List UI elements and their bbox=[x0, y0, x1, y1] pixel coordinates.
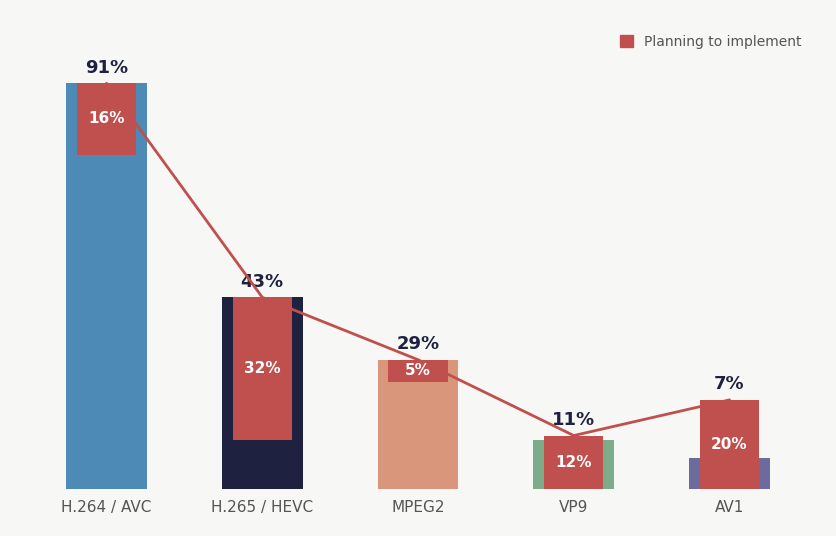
Legend: Planning to implement: Planning to implement bbox=[614, 28, 808, 56]
Bar bbox=[77, 83, 136, 154]
Text: 11%: 11% bbox=[553, 411, 595, 429]
Text: 20%: 20% bbox=[711, 437, 748, 452]
Text: 29%: 29% bbox=[396, 335, 440, 353]
Bar bbox=[232, 297, 292, 440]
Bar bbox=[378, 360, 458, 489]
Text: 7%: 7% bbox=[714, 375, 745, 393]
Bar bbox=[689, 458, 770, 489]
Text: 43%: 43% bbox=[241, 273, 283, 291]
Text: 5%: 5% bbox=[405, 363, 431, 378]
Bar bbox=[700, 400, 759, 489]
Bar bbox=[222, 297, 303, 489]
Text: 32%: 32% bbox=[244, 361, 281, 376]
Bar bbox=[533, 440, 614, 489]
Text: 16%: 16% bbox=[89, 111, 125, 126]
Text: 12%: 12% bbox=[555, 455, 592, 470]
Text: 91%: 91% bbox=[85, 58, 128, 77]
Bar bbox=[389, 360, 447, 382]
Bar bbox=[544, 436, 604, 489]
Bar bbox=[66, 83, 147, 489]
